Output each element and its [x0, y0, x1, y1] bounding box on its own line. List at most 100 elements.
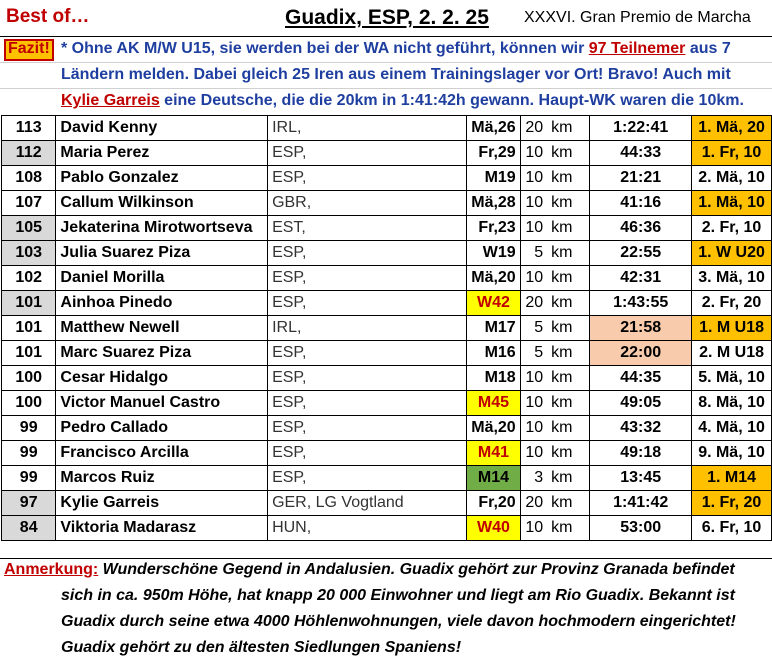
- distance-cell: 10: [519, 365, 548, 391]
- placement-cell: 1. Mä, 10: [691, 190, 772, 216]
- time-cell: 1:41:42: [589, 490, 693, 516]
- nation-cell: ESP,: [267, 165, 468, 191]
- table-row: 100 Victor Manuel Castro ESP, M45 10 km 49:05 8…: [0, 390, 772, 416]
- athlete-name-cell: Marc Suarez Piza: [55, 340, 269, 366]
- age-class-cell: Mä,20: [466, 415, 521, 441]
- unit-cell: km: [547, 415, 591, 441]
- distance-cell: 10: [519, 190, 548, 216]
- table-row: 84 Viktoria Madarasz HUN, W40 10 km 53:00 6. Fr…: [0, 515, 772, 541]
- age-class-cell: Fr,20: [466, 490, 521, 516]
- time-cell: 22:55: [589, 240, 693, 266]
- time-cell: 49:18: [589, 440, 693, 466]
- distance-cell: 5: [519, 315, 548, 341]
- time-cell: 13:45: [589, 465, 693, 491]
- time-cell: 43:32: [589, 415, 693, 441]
- age-class-cell: M18: [466, 365, 521, 391]
- placement-cell: 2. M U18: [691, 340, 772, 366]
- nation-cell: ESP,: [267, 290, 468, 316]
- time-cell: 53:00: [589, 515, 693, 541]
- results-table: 113 David Kenny IRL, Mä,26 20 km 1:22:41 1. Mä,…: [0, 115, 772, 541]
- age-class-cell: M19: [466, 165, 521, 191]
- points-cell: 101: [0, 290, 57, 316]
- table-row: 99 Francisco Arcilla ESP, M41 10 km 49:18 9. Mä…: [0, 440, 772, 466]
- athlete-name-cell: Cesar Hidalgo: [55, 365, 269, 391]
- fazit-text: eine Deutsche, die die 20km in 1:41:42h …: [159, 92, 744, 109]
- placement-cell: 2. Mä, 10: [691, 165, 772, 191]
- sheet-header: Best of… Guadix, ESP, 2. 2. 25 XXXVI. Gr…: [0, 0, 772, 37]
- table-row: 101 Matthew Newell IRL, M17 5 km 21:58 1. M U18: [0, 315, 772, 341]
- time-cell: 46:36: [589, 215, 693, 241]
- age-class-cell: M17: [466, 315, 521, 341]
- athlete-name-cell: Victor Manuel Castro: [55, 390, 269, 416]
- athlete-name-cell: Daniel Morilla: [55, 265, 269, 291]
- points-cell: 99: [0, 415, 57, 441]
- placement-cell: 1. Mä, 20: [691, 115, 772, 141]
- placement-cell: 1. Fr, 10: [691, 140, 772, 166]
- event-title: Guadix, ESP, 2. 2. 25: [285, 6, 489, 29]
- fazit-label: Fazit!: [8, 40, 50, 57]
- table-row: 100 Cesar Hidalgo ESP, M18 10 km 44:35 5. Mä, 1…: [0, 365, 772, 391]
- time-cell: 49:05: [589, 390, 693, 416]
- fazit-line-3: Kylie Garreis eine Deutsche, die die 20k…: [61, 92, 744, 110]
- distance-cell: 10: [519, 440, 548, 466]
- table-row: 99 Pedro Callado ESP, Mä,20 10 km 43:32 4. Mä, …: [0, 415, 772, 441]
- unit-cell: km: [547, 290, 591, 316]
- points-cell: 112: [0, 140, 57, 166]
- table-row: 99 Marcos Ruiz ESP, M14 3 km 13:45 1. M14: [0, 465, 772, 491]
- fazit-line-2: Ländern melden. Dabei gleich 25 Iren aus…: [61, 66, 731, 84]
- points-cell: 101: [0, 315, 57, 341]
- placement-cell: 1. M U18: [691, 315, 772, 341]
- time-cell: 1:43:55: [589, 290, 693, 316]
- table-row: 101 Marc Suarez Piza ESP, M16 5 km 22:00 2. M U…: [0, 340, 772, 366]
- table-row: 102 Daniel Morilla ESP, Mä,20 10 km 42:31 3. Mä…: [0, 265, 772, 291]
- time-cell: 21:58: [589, 315, 693, 341]
- table-row: 97 Kylie Garreis GER, LG Vogtland Fr,20 20 km…: [0, 490, 772, 516]
- distance-cell: 3: [519, 465, 548, 491]
- distance-cell: 10: [519, 215, 548, 241]
- placement-cell: 4. Mä, 10: [691, 415, 772, 441]
- points-cell: 113: [0, 115, 57, 141]
- nation-cell: IRL,: [267, 315, 468, 341]
- distance-cell: 5: [519, 240, 548, 266]
- age-class-cell: Fr,29: [466, 140, 521, 166]
- points-cell: 84: [0, 515, 57, 541]
- unit-cell: km: [547, 165, 591, 191]
- age-class-cell: M41: [466, 440, 521, 466]
- time-cell: 42:31: [589, 265, 693, 291]
- anmerkung-line-1: Anmerkung: Wunderschöne Gegend in Andalu…: [4, 561, 735, 579]
- time-cell: 22:00: [589, 340, 693, 366]
- points-cell: 99: [0, 440, 57, 466]
- distance-cell: 10: [519, 415, 548, 441]
- age-class-cell: M14: [466, 465, 521, 491]
- distance-cell: 20: [519, 290, 548, 316]
- participants-count: 97 Teilnemer: [588, 40, 686, 57]
- nation-cell: ESP,: [267, 140, 468, 166]
- unit-cell: km: [547, 315, 591, 341]
- nation-cell: ESP,: [267, 440, 468, 466]
- athlete-name-cell: Maria Perez: [55, 140, 269, 166]
- nation-cell: HUN,: [267, 515, 468, 541]
- best-of-label: Best of…: [6, 6, 90, 27]
- fazit-text: Ländern melden. Dabei gleich 25 Iren aus…: [61, 66, 731, 83]
- time-cell: 44:33: [589, 140, 693, 166]
- distance-cell: 10: [519, 390, 548, 416]
- anmerkung-text: Wunderschöne Gegend in Andalusien. Guadi…: [98, 561, 735, 578]
- nation-cell: ESP,: [267, 390, 468, 416]
- table-row: 107 Callum Wilkinson GBR, Mä,28 10 km 41:16 1. …: [0, 190, 772, 216]
- unit-cell: km: [547, 240, 591, 266]
- age-class-cell: W40: [466, 515, 521, 541]
- points-cell: 103: [0, 240, 57, 266]
- unit-cell: km: [547, 215, 591, 241]
- time-cell: 21:21: [589, 165, 693, 191]
- athlete-name-cell: Viktoria Madarasz: [55, 515, 269, 541]
- age-class-cell: Mä,28: [466, 190, 521, 216]
- nation-cell: GBR,: [267, 190, 468, 216]
- time-cell: 44:35: [589, 365, 693, 391]
- table-row: 108 Pablo Gonzalez ESP, M19 10 km 21:21 2. Mä, …: [0, 165, 772, 191]
- divider: [0, 558, 772, 559]
- unit-cell: km: [547, 365, 591, 391]
- points-cell: 100: [0, 390, 57, 416]
- placement-cell: 1. Fr, 20: [691, 490, 772, 516]
- age-class-cell: M45: [466, 390, 521, 416]
